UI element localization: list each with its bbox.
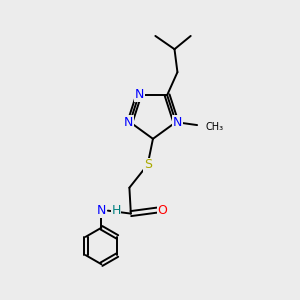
Text: H: H <box>112 205 121 218</box>
Text: O: O <box>158 204 168 217</box>
Text: S: S <box>144 158 152 171</box>
Text: N: N <box>173 116 182 129</box>
Text: CH₃: CH₃ <box>206 122 224 131</box>
Text: N: N <box>135 88 144 101</box>
Text: N: N <box>124 116 133 129</box>
Text: N: N <box>97 204 106 217</box>
